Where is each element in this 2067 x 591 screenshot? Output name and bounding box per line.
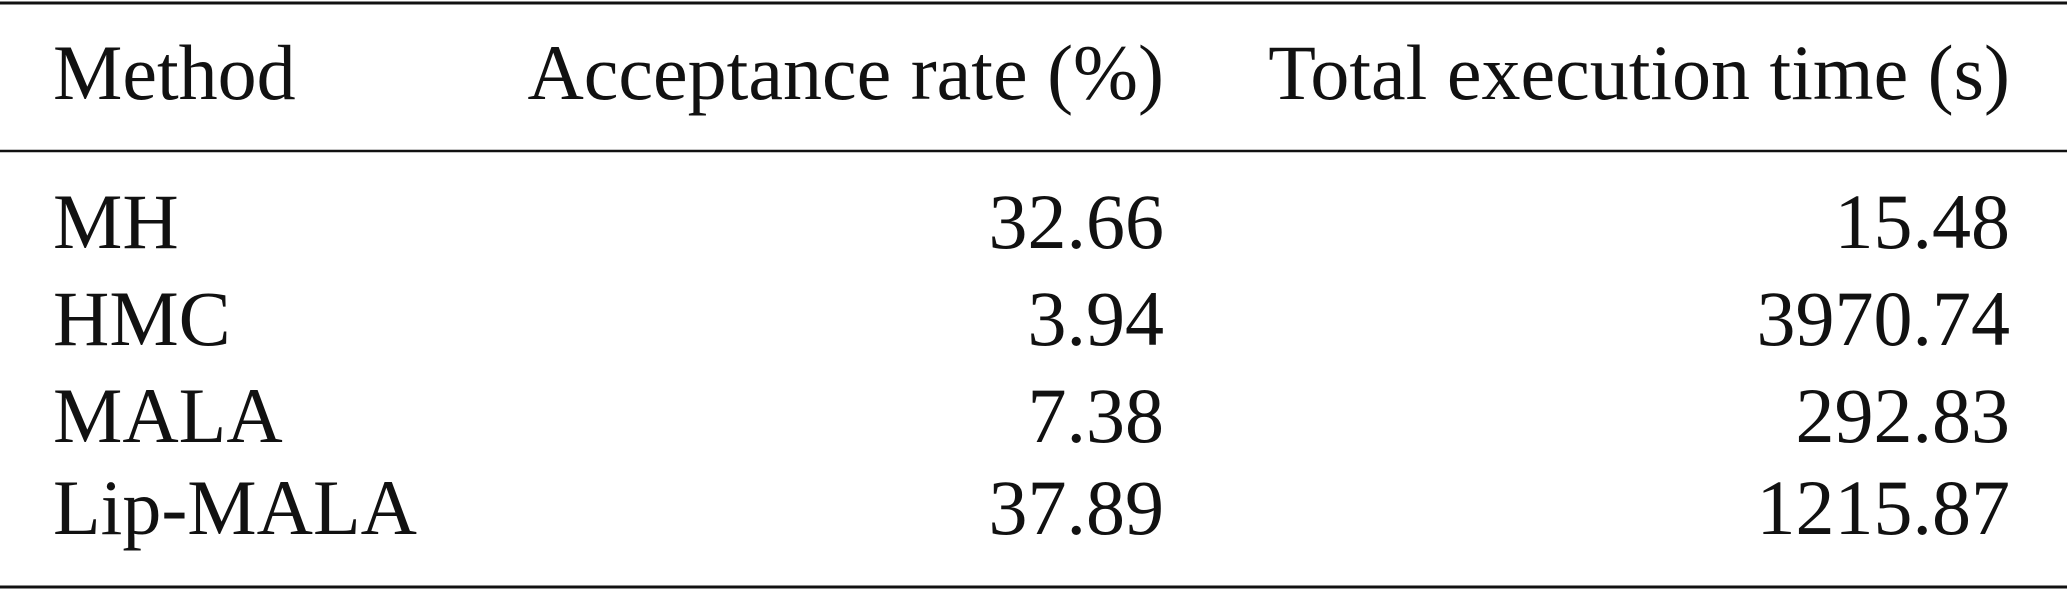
cell: MH [53, 178, 179, 265]
cell: 37.89 [989, 464, 1165, 551]
cell: 1215.87 [1757, 464, 2011, 551]
cell: 7.38 [1028, 372, 1165, 459]
cell: 3970.74 [1757, 275, 2011, 362]
header-cell: Acceptance rate (%) [527, 29, 1164, 116]
cell: MALA [53, 372, 283, 459]
cell: 3.94 [1028, 275, 1165, 362]
cell: 292.83 [1796, 372, 2011, 459]
cell: 32.66 [989, 178, 1165, 265]
cell: HMC [53, 275, 231, 362]
header-cell: Total execution time (s) [1268, 29, 2010, 116]
cell: Lip-MALA [53, 464, 417, 551]
cell: 15.48 [1835, 178, 2011, 265]
header-cell: Method [53, 29, 296, 116]
